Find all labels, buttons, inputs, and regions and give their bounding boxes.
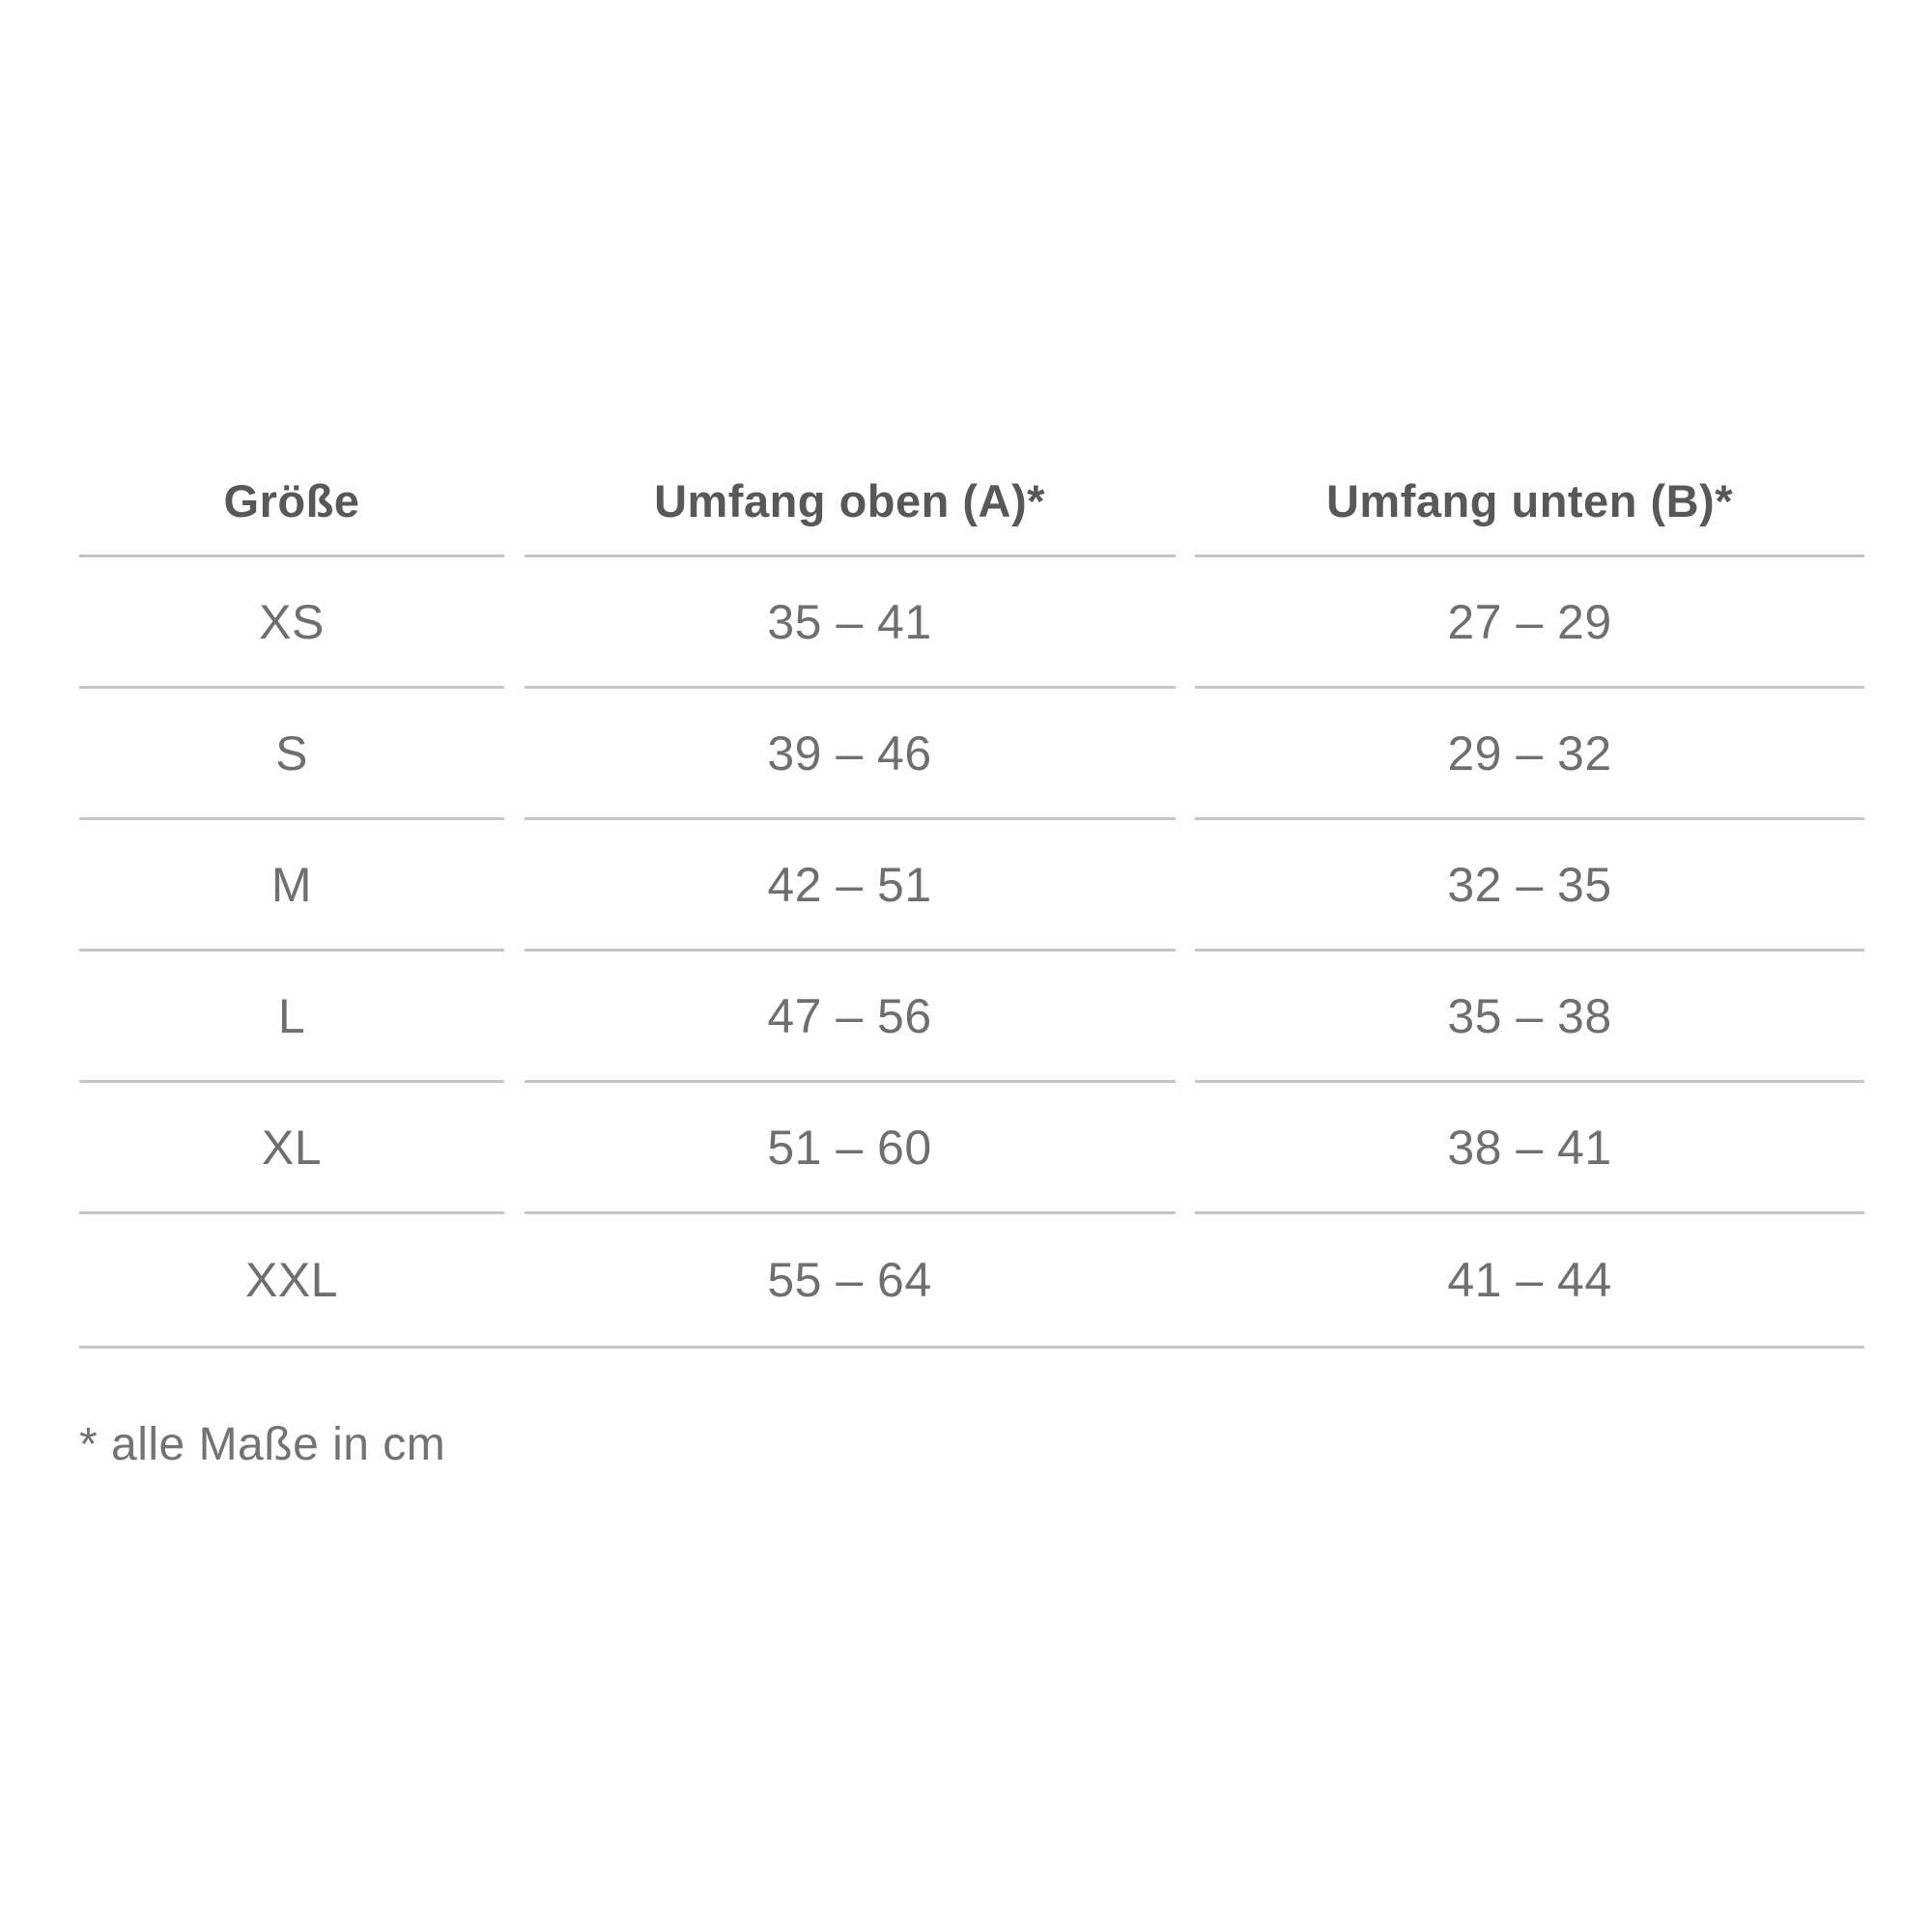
table-row-xs: XS 35 – 41 27 – 29 — [79, 557, 1864, 689]
range-bottom: 32 – 35 — [1195, 820, 1864, 952]
size-label: L — [79, 952, 504, 1083]
size-label: M — [79, 820, 504, 952]
footnote-all-measures-in-cm: * alle Maße in cm — [79, 1419, 446, 1470]
range-top: 35 – 41 — [524, 557, 1176, 689]
table-row-l: L 47 – 56 35 – 38 — [79, 952, 1864, 1083]
range-top: 39 – 46 — [524, 689, 1176, 820]
range-bottom: 27 – 29 — [1195, 557, 1864, 689]
column-header-circumference-bottom: Umfang unten (B)* — [1195, 440, 1864, 557]
range-top: 42 – 51 — [524, 820, 1176, 952]
range-top: 47 – 56 — [524, 952, 1176, 1083]
range-bottom: 38 – 41 — [1195, 1083, 1864, 1214]
size-chart-table: Größe Umfang oben (A)* Umfang unten (B)*… — [79, 440, 1864, 1471]
column-header-circumference-top: Umfang oben (A)* — [524, 440, 1176, 557]
table-header-row: Größe Umfang oben (A)* Umfang unten (B)* — [79, 440, 1864, 557]
range-top: 55 – 64 — [767, 1253, 932, 1307]
size-label: S — [79, 689, 504, 820]
size-label: XL — [79, 1083, 504, 1214]
table-row-xxl: XXL 55 – 64 41 – 44 — [79, 1214, 1864, 1349]
range-bottom: 29 – 32 — [1195, 689, 1864, 820]
size-label: XS — [79, 557, 504, 689]
range-bottom: 35 – 38 — [1195, 952, 1864, 1083]
table-row-xl: XL 51 – 60 38 – 41 — [79, 1083, 1864, 1214]
size-label: XXL — [244, 1253, 338, 1307]
range-bottom: 41 – 44 — [1447, 1253, 1612, 1307]
range-top: 51 – 60 — [524, 1083, 1176, 1214]
table-row-m: M 42 – 51 32 – 35 — [79, 820, 1864, 952]
table-row-s: S 39 – 46 29 – 32 — [79, 689, 1864, 820]
column-header-size: Größe — [79, 440, 504, 557]
